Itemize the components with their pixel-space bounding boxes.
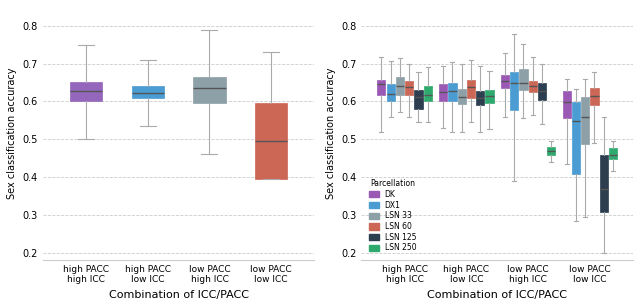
PathPatch shape xyxy=(132,86,164,98)
PathPatch shape xyxy=(581,97,589,144)
PathPatch shape xyxy=(572,102,580,174)
PathPatch shape xyxy=(424,86,432,101)
PathPatch shape xyxy=(387,84,395,101)
PathPatch shape xyxy=(538,83,546,99)
X-axis label: Combination of ICC/PACC: Combination of ICC/PACC xyxy=(109,290,248,300)
PathPatch shape xyxy=(520,69,527,90)
PathPatch shape xyxy=(485,90,493,103)
PathPatch shape xyxy=(600,155,608,212)
PathPatch shape xyxy=(529,81,537,92)
PathPatch shape xyxy=(405,81,413,95)
PathPatch shape xyxy=(547,147,556,155)
PathPatch shape xyxy=(590,88,598,105)
PathPatch shape xyxy=(609,148,617,159)
Legend: DK, DX1, LSN 33, LSN 60, LSN 125, LSN 250: DK, DX1, LSN 33, LSN 60, LSN 125, LSN 25… xyxy=(368,178,418,254)
PathPatch shape xyxy=(255,103,287,179)
PathPatch shape xyxy=(193,77,225,103)
PathPatch shape xyxy=(458,89,466,104)
PathPatch shape xyxy=(501,75,509,88)
PathPatch shape xyxy=(439,84,447,101)
Y-axis label: Sex classification accuracy: Sex classification accuracy xyxy=(7,68,17,199)
PathPatch shape xyxy=(378,80,385,95)
PathPatch shape xyxy=(563,91,571,119)
PathPatch shape xyxy=(414,90,422,109)
PathPatch shape xyxy=(510,72,518,110)
PathPatch shape xyxy=(396,77,404,95)
PathPatch shape xyxy=(70,82,102,101)
PathPatch shape xyxy=(467,80,475,98)
PathPatch shape xyxy=(449,83,456,101)
Y-axis label: Sex classification accuracy: Sex classification accuracy xyxy=(326,68,335,199)
X-axis label: Combination of ICC/PACC: Combination of ICC/PACC xyxy=(428,290,567,300)
PathPatch shape xyxy=(476,91,484,105)
